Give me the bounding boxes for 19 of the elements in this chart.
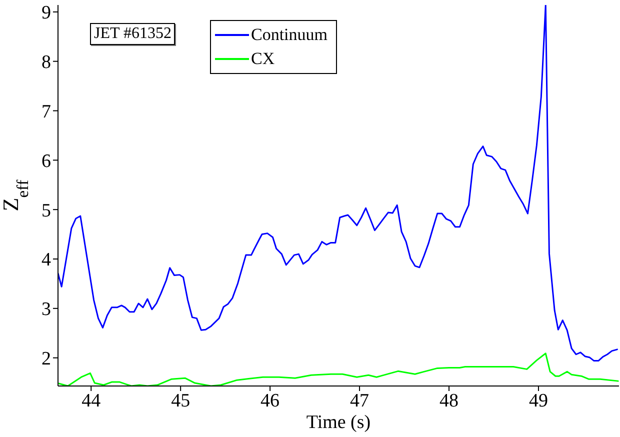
y-tick-label: 6	[42, 150, 51, 172]
y-tick-label: 2	[42, 348, 51, 370]
x-tick-label: 44	[82, 390, 102, 412]
y-tick-label: 3	[42, 299, 51, 320]
x-tick-label: 47	[350, 390, 370, 412]
legend-label: CX	[251, 48, 275, 70]
line-series	[58, 5, 618, 362]
x-tick-label: 45	[171, 390, 190, 412]
x-tick-label: 48	[440, 390, 458, 412]
legend-label: Continuum	[251, 24, 328, 46]
y-tick-label: 4	[42, 250, 52, 271]
x-tick-label: 49	[528, 390, 548, 412]
y-tick-label: 8	[42, 52, 51, 74]
y-tick-label: 9	[42, 2, 51, 24]
annotation: JET #61352	[90, 23, 176, 45]
x-tick-label: 46	[260, 390, 280, 412]
y-tick-label: 5	[42, 200, 51, 222]
x-axis-title: Time (s)	[306, 412, 371, 433]
y-tick-label: 7	[42, 101, 51, 122]
